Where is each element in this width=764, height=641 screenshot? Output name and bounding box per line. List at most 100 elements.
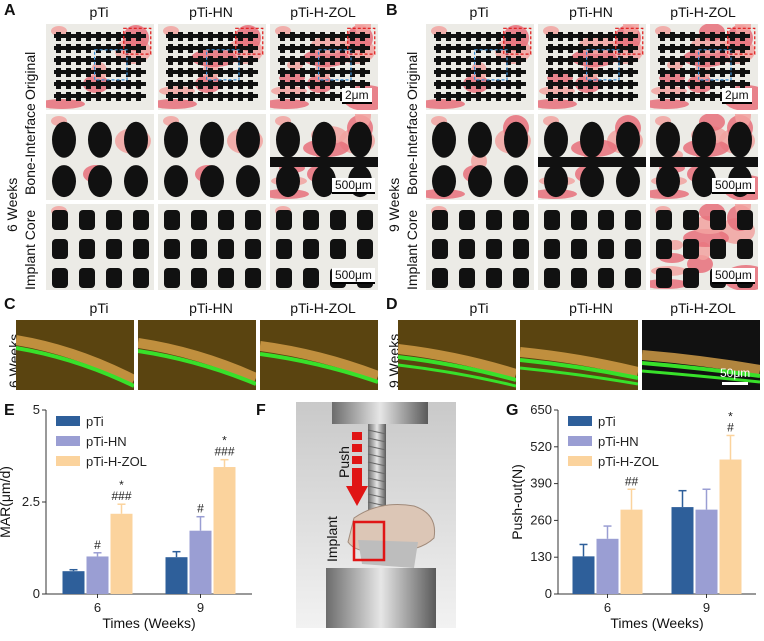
legend-swatch-pTi xyxy=(56,416,80,426)
panel-a-tile-r1-c0 xyxy=(46,114,154,200)
panel-b-tile-r1-c1 xyxy=(538,114,646,200)
legend-label-pTi-HN: pTi-HN xyxy=(598,434,639,449)
panel-a-scale-1: 500μm xyxy=(332,178,375,194)
panel-b-tile-r0-c0 xyxy=(426,24,534,110)
bar-pTi-9 xyxy=(165,557,188,594)
fluor-tile-1 xyxy=(138,320,256,390)
fluor-tile-5 xyxy=(642,320,760,390)
y-tick-label: 390 xyxy=(530,476,552,491)
x-axis-label: Times (Weeks) xyxy=(102,615,195,631)
y-tick-label: 0 xyxy=(33,586,40,601)
panel-b-col-pti: pTi xyxy=(469,4,489,20)
panel-b-tile-r2-c0 xyxy=(426,204,534,290)
y-tick-label: 5 xyxy=(33,402,40,417)
panel-c-label: C xyxy=(4,296,16,313)
panel-d-scale-bar xyxy=(722,382,748,385)
panel-b-tile-r0-c2 xyxy=(650,24,758,110)
legend-label-pTi: pTi xyxy=(86,414,104,429)
panel-b-tile-r2-c1 xyxy=(538,204,646,290)
panel-f-label: F xyxy=(256,402,266,419)
significance-mark: # xyxy=(197,502,204,516)
y-tick-label: 2.5 xyxy=(22,494,40,509)
significance-mark: * xyxy=(728,409,733,423)
y-axis-label: MAR(μm/d) xyxy=(0,466,13,538)
bar-pTi-HN-6 xyxy=(86,556,109,594)
panel-a-row-implant-core: Implant Core xyxy=(22,209,38,290)
significance-mark: * xyxy=(119,478,124,492)
panel-b-scale-2: 500μm xyxy=(712,268,755,284)
x-tick-label: 6 xyxy=(604,600,611,615)
panel-b-col-pti-hn: pTi-HN xyxy=(569,4,613,20)
significance-mark: * xyxy=(222,434,227,448)
panel-a-row-original: Original xyxy=(22,51,38,100)
bar-pTi-H-ZOL-6 xyxy=(110,513,133,594)
panel-b-label: B xyxy=(386,2,398,19)
push-out-photo xyxy=(296,402,456,628)
panel-e-label: E xyxy=(4,402,15,419)
panel-d-scale-label: 50μm xyxy=(720,366,751,380)
panel-g-label: G xyxy=(506,402,519,419)
implant-highlight-box xyxy=(352,520,386,562)
panel-d-label: D xyxy=(386,296,398,313)
panel-b-row-implant-core: Implant Core xyxy=(404,209,420,290)
bar-pTi-H-ZOL-9 xyxy=(719,459,742,594)
bar-pTi-6 xyxy=(572,556,595,594)
panel-a-scale-2: 500μm xyxy=(332,268,375,284)
panel-a-time-label: 6 Weeks xyxy=(4,177,20,232)
legend-label-pTi: pTi xyxy=(598,414,616,429)
legend-label-pTi-H-ZOL: pTi-H-ZOL xyxy=(86,454,147,469)
panel-b-scale-1: 500μm xyxy=(712,178,755,194)
fluor-tile-0 xyxy=(16,320,134,390)
panel-a-col-pti-hn: pTi-HN xyxy=(189,4,233,20)
significance-mark: ### xyxy=(214,445,234,459)
bar-pTi-H-ZOL-9 xyxy=(213,467,236,594)
panel-a-row-bone-interface: Bone-Interface xyxy=(22,103,38,195)
y-tick-label: 130 xyxy=(530,549,552,564)
significance-mark: # xyxy=(727,420,734,434)
legend-swatch-pTi-HN xyxy=(568,436,592,446)
y-tick-label: 650 xyxy=(530,402,552,417)
y-tick-label: 260 xyxy=(530,512,552,527)
panel-a-tile-r0-c1 xyxy=(158,24,266,110)
x-tick-label: 9 xyxy=(197,600,204,615)
panel-b-tile-r0-c1 xyxy=(538,24,646,110)
legend-swatch-pTi xyxy=(568,416,592,426)
panel-d-col-pti-hn: pTi-HN xyxy=(569,300,613,316)
legend-label-pTi-H-ZOL: pTi-H-ZOL xyxy=(598,454,659,469)
fluor-tile-4 xyxy=(520,320,638,390)
panel-d-col-pti: pTi xyxy=(469,300,489,316)
x-tick-label: 9 xyxy=(703,600,710,615)
bar-pTi-HN-6 xyxy=(596,538,619,594)
panel-c-col-pti-h-zol: pTi-H-ZOL xyxy=(290,300,356,316)
x-axis-label: Times (Weeks) xyxy=(610,615,703,631)
panel-a-col-ptI: pTi xyxy=(89,4,109,20)
panel-a-scale-0: 2μm xyxy=(342,88,372,104)
y-tick-label: 0 xyxy=(545,586,552,601)
panel-b-col-pti-h-zol: pTi-H-ZOL xyxy=(670,4,736,20)
fluor-tile-2 xyxy=(260,320,378,390)
chart-e: 0 2.5 5 MAR(μm/d) Times (Weeks) 6 # * ### 9 # * ### p… xyxy=(0,400,260,636)
push-label: Push xyxy=(336,446,352,478)
legend-label-pTi-HN: pTi-HN xyxy=(86,434,127,449)
significance-mark: ## xyxy=(625,474,639,488)
legend-swatch-pTi-HN xyxy=(56,436,80,446)
legend-swatch-pTi-H-ZOL xyxy=(56,456,80,466)
chart-g: 0 130 260 390 520 650 Push-out(N) Times (Weeks)… xyxy=(500,400,764,636)
panel-a-tile-r2-c1 xyxy=(158,204,266,290)
bar-pTi-HN-9 xyxy=(695,509,718,594)
panel-a-tile-r1-c1 xyxy=(158,114,266,200)
panel-d-col-pti-h-zol: pTi-H-ZOL xyxy=(670,300,736,316)
panel-a-tile-r2-c0 xyxy=(46,204,154,290)
legend-swatch-pTi-H-ZOL xyxy=(568,456,592,466)
x-tick-label: 6 xyxy=(94,600,101,615)
y-axis-label: Push-out(N) xyxy=(509,464,525,539)
panel-c-col-pti: pTi xyxy=(89,300,109,316)
panel-b-scale-0: 2μm xyxy=(722,88,752,104)
bar-pTi-9 xyxy=(671,507,694,594)
panel-b-tile-r1-c0 xyxy=(426,114,534,200)
panel-a-tile-r0-c0 xyxy=(46,24,154,110)
panel-a-label: A xyxy=(4,2,16,19)
implant-label: Implant xyxy=(324,516,340,562)
bar-pTi-HN-9 xyxy=(189,530,212,594)
panel-b-time-label: 9 Weeks xyxy=(386,177,402,232)
